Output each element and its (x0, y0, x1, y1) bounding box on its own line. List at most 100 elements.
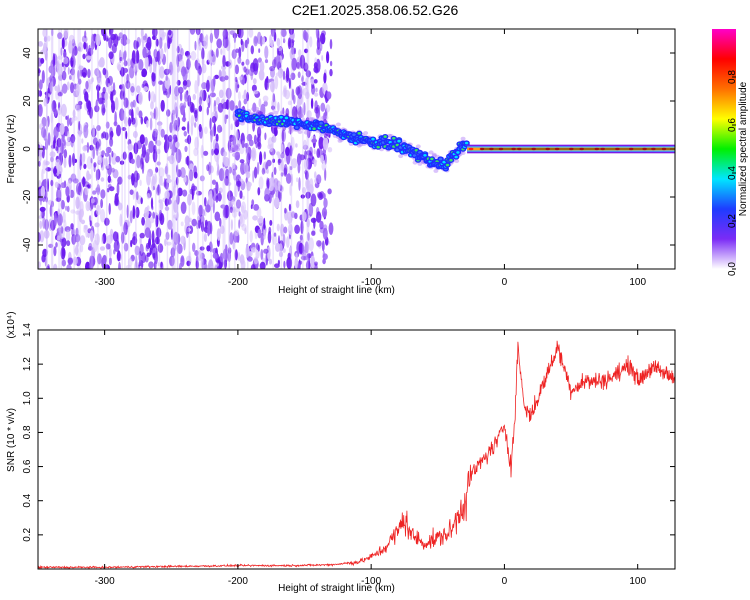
noise-blob (263, 151, 266, 160)
noise-blob (179, 92, 183, 102)
ridge-halo (233, 144, 239, 149)
noise-blob (148, 90, 151, 102)
noise-blob (68, 154, 72, 168)
noise-blob (194, 122, 197, 128)
noise-blob (200, 144, 204, 159)
noise-blob (152, 252, 156, 259)
noise-blob (264, 187, 270, 201)
noise-blob (47, 35, 51, 42)
noise-blob (192, 93, 196, 101)
noise-blob (272, 93, 276, 103)
noise-blob (222, 155, 227, 165)
noise-blob (215, 195, 219, 203)
noise-blob (255, 242, 259, 250)
noise-blob (248, 29, 254, 38)
y-tick-label: 0.6 (22, 459, 33, 473)
colorbar-tick-label: 0.0 (727, 262, 738, 276)
ridge-halo (230, 142, 236, 147)
noise-blob (123, 221, 128, 236)
noise-blob (321, 207, 328, 218)
noise-blob (109, 93, 112, 101)
ridge-core (319, 121, 323, 125)
noise-blob (108, 186, 115, 192)
noise-blob (166, 178, 172, 183)
noise-blob (197, 65, 202, 76)
noise-blob (54, 85, 58, 92)
noise-blob (264, 132, 267, 141)
noise-blob (237, 91, 241, 101)
noise-blob (216, 228, 221, 241)
noise-blob (186, 58, 191, 70)
x-tick-label: -300 (95, 576, 115, 587)
noise-blob (183, 175, 187, 183)
noise-blob (132, 99, 136, 108)
ridge-halo (303, 130, 309, 135)
noise-blob (267, 230, 272, 244)
noise-blob (211, 126, 215, 137)
noise-blob (107, 175, 112, 183)
noise-blob (43, 35, 47, 43)
noise-blob (234, 151, 240, 161)
noise-blob (194, 136, 199, 150)
noise-blob (284, 89, 291, 100)
noise-blob (297, 161, 301, 174)
y-tick-label: 1.4 (22, 323, 33, 337)
noise-blob (326, 91, 332, 100)
noise-blob (245, 58, 250, 66)
noise-blob (291, 106, 298, 119)
noise-blob (119, 213, 123, 227)
noise-blob (108, 203, 111, 215)
noise-blob (126, 38, 131, 45)
ridge-halo (417, 161, 423, 166)
noise-blob (105, 121, 110, 129)
noise-blob (323, 72, 327, 84)
noise-blob (268, 258, 273, 265)
noise-blob (155, 38, 159, 47)
noise-blob (194, 40, 197, 51)
noise-blob (205, 204, 211, 213)
noise-blob (117, 64, 122, 72)
noise-blob (92, 124, 95, 139)
noise-blob (285, 74, 290, 83)
noise-blob (77, 42, 84, 53)
ridge-core (383, 135, 387, 138)
ridge-core (352, 133, 356, 136)
noise-blob (102, 254, 107, 264)
noise-blob (231, 199, 235, 206)
noise-blob (146, 56, 149, 70)
noise-blob (209, 222, 213, 235)
ridge-halo (252, 109, 258, 113)
noise-streak (228, 29, 230, 269)
noise-streak (124, 29, 126, 269)
noise-blob (95, 141, 100, 150)
noise-blob (192, 108, 199, 115)
noise-blob (107, 82, 111, 94)
noise-blob (159, 213, 165, 225)
y-tick-label: 0 (22, 146, 33, 152)
noise-blob (285, 173, 292, 184)
noise-blob (88, 242, 93, 251)
noise-blob (91, 77, 94, 83)
ridge-halo (239, 121, 245, 126)
noise-blob (180, 235, 186, 245)
noise-blob (298, 242, 304, 255)
noise-blob (297, 106, 304, 119)
noise-blob (71, 117, 75, 124)
noise-blob (199, 214, 205, 225)
noise-blob (192, 242, 196, 252)
noise-blob (45, 138, 49, 151)
noise-blob (70, 57, 74, 65)
noise-blob (178, 86, 184, 94)
noise-blob (116, 182, 120, 196)
x-tick-label: -100 (361, 576, 381, 587)
noise-blob (166, 38, 171, 50)
noise-blob (46, 120, 49, 132)
noise-blob (291, 57, 298, 71)
ridge-halo (228, 141, 234, 146)
ridge-core (423, 154, 427, 157)
noise-blob (54, 181, 59, 188)
noise-blob (123, 51, 127, 62)
noise-blob (75, 244, 79, 256)
noise-blob (180, 255, 185, 267)
noise-blob (141, 216, 146, 226)
